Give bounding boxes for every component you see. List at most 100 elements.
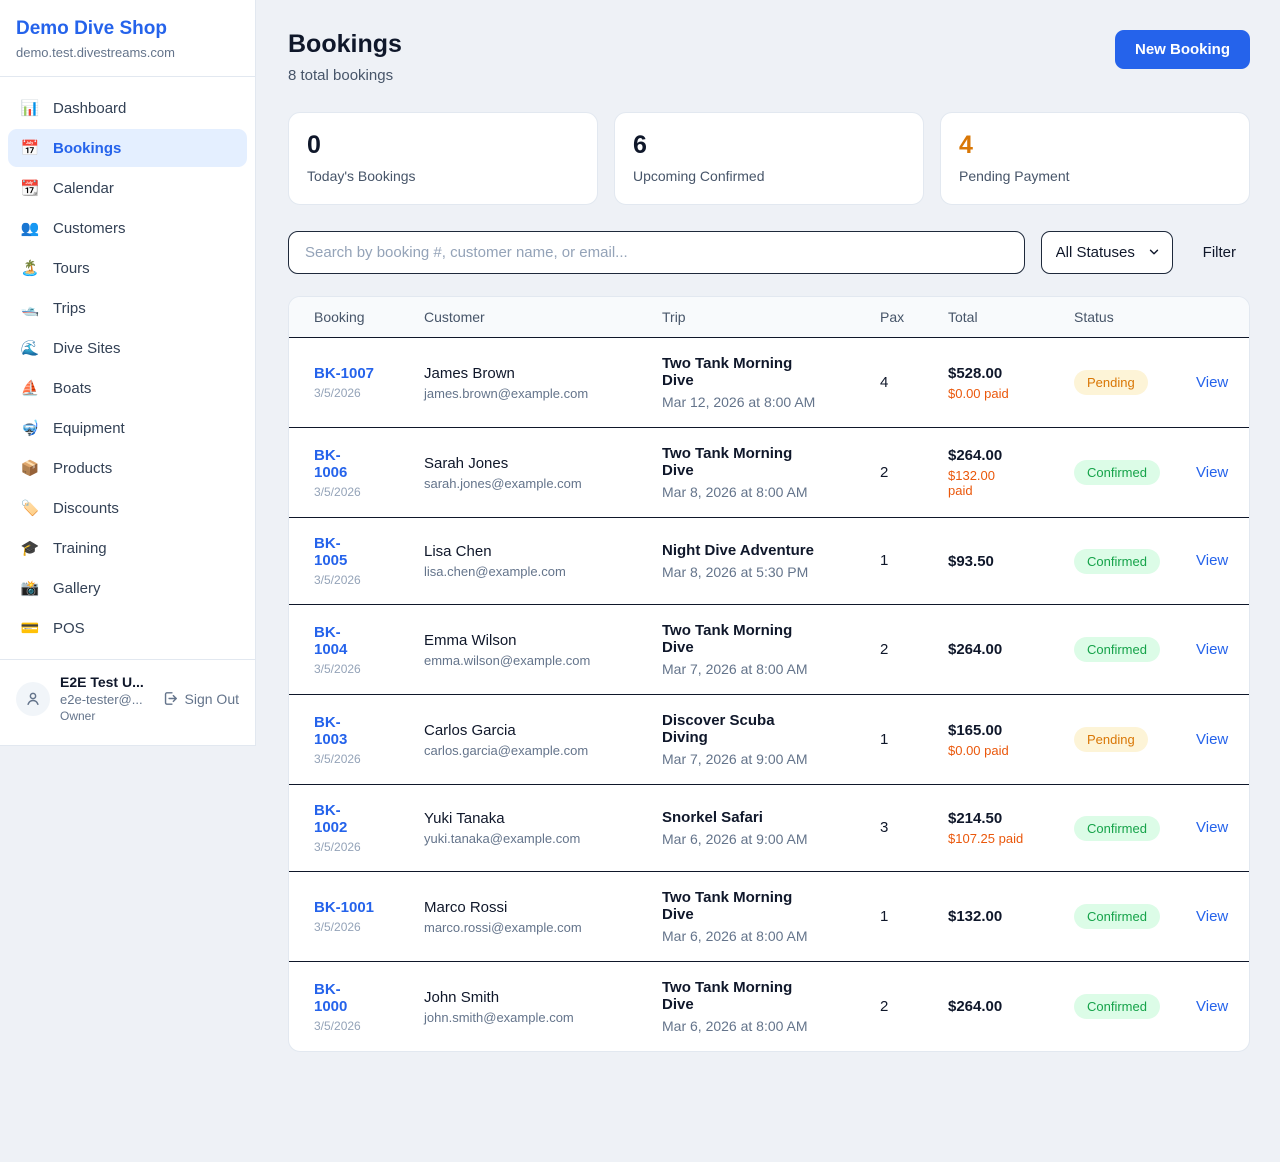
stat-value: 4 [959,131,973,159]
sidebar-item-tours[interactable]: 🏝️ Tours [8,249,247,287]
total-amount: $93.50 [948,552,994,570]
status-badge: Pending [1074,370,1148,395]
sidebar-item-pos[interactable]: 💳 POS [8,609,247,647]
sidebar-item-boats[interactable]: ⛵ Boats [8,369,247,407]
booking-link[interactable]: BK- 1006 [314,446,348,481]
trip-datetime: Mar 7, 2026 at 8:00 AM [662,661,808,677]
total-amount: $528.00 [948,364,1003,382]
view-link[interactable]: View [1196,907,1229,925]
total-amount: $264.00 [948,447,1003,464]
filter-row: All Statuses Filter [288,231,1250,274]
sidebar-nav: 📊 Dashboard 📅 Bookings 📆 Calendar 👥 Cust… [0,77,255,659]
status-badge: Pending [1074,727,1148,752]
trip-name: Two Tank Morning Dive [662,979,793,1013]
view-link[interactable]: View [1196,997,1229,1015]
booking-link[interactable]: BK- 1003 [314,713,348,748]
sidebar-item-label: Discounts [53,499,119,517]
customer-name: Emma Wilson [424,631,517,649]
total-amount: $264.00 [948,641,1003,658]
sidebar-item-dive-sites[interactable]: 🌊 Dive Sites [8,329,247,367]
sidebar-item-customers[interactable]: 👥 Customers [8,209,247,247]
booking-link[interactable]: BK- 1002 [314,802,348,836]
search-input[interactable] [288,231,1025,274]
people-icon: 👥 [20,220,40,237]
customer-email: james.brown@example.com [424,385,589,401]
filter-button[interactable]: Filter [1189,236,1250,269]
sidebar-item-equipment[interactable]: 🤿 Equipment [8,409,247,447]
pax-count: 4 [880,373,889,391]
column-header-customer: Customer [408,297,646,338]
trip-name: Night Dive Adventure [662,542,814,559]
trip-name: Two Tank Morning Dive [662,445,793,479]
user-email: e2e-tester@... [60,692,143,707]
customer-name: Lisa Chen [424,543,492,560]
sidebar-item-label: Equipment [53,419,125,437]
trip-name: Two Tank Morning Dive [662,889,793,923]
pax-count: 3 [880,819,889,836]
pax-count: 2 [880,463,889,481]
status-select[interactable]: All Statuses [1040,231,1173,274]
view-link[interactable]: View [1196,730,1229,748]
diving-mask-icon: 🤿 [20,420,40,437]
stat-value: 6 [633,131,647,159]
customer-email: yuki.tanaka@example.com [424,831,581,846]
sidebar-item-label: Trips [53,299,86,317]
booking-link[interactable]: BK- 1005 [314,535,348,569]
view-link[interactable]: View [1196,373,1229,391]
customer-email: carlos.garcia@example.com [424,742,589,758]
customer-name: John Smith [424,988,500,1006]
sidebar-item-label: Products [53,459,113,477]
sidebar-item-label: Bookings [53,139,122,157]
table-row: BK- 1006 3/5/2026 Sarah Jones sarah.jone… [289,427,1249,518]
graduation-cap-icon: 🎓 [20,540,40,557]
booking-link[interactable]: BK-1007 [314,365,375,382]
view-link[interactable]: View [1196,552,1229,569]
booking-date: 3/5/2026 [314,386,361,400]
sidebar-item-dashboard[interactable]: 📊 Dashboard [8,89,247,127]
sidebar-item-bookings[interactable]: 📅 Bookings [8,129,247,167]
shop-name: Demo Dive Shop [16,18,167,39]
booking-date: 3/5/2026 [314,661,361,676]
view-link[interactable]: View [1196,819,1229,836]
sidebar-item-trips[interactable]: 🛥️ Trips [8,289,247,327]
paid-amount: $0.00 paid [948,742,1009,758]
person-icon [27,692,39,705]
paid-amount: $107.25 paid [948,831,1024,846]
motorboat-icon: 🛥️ [20,300,40,317]
stat-label: Pending Payment [959,168,1070,184]
credit-card-icon: 💳 [20,620,40,637]
sidebar-item-calendar[interactable]: 📆 Calendar [8,169,247,207]
status-badge: Confirmed [1074,548,1160,574]
column-header-total: Total [932,297,1058,338]
sidebar: Demo Dive Shop demo.test.divestreams.com… [0,0,256,746]
booking-link[interactable]: BK-1001 [314,899,375,916]
page-title-block: Bookings 8 total bookings [288,30,402,84]
status-select-wrap: All Statuses [1040,231,1173,274]
booking-link[interactable]: BK- 1004 [314,623,348,658]
customer-name: Marco Rossi [424,898,508,916]
view-link[interactable]: View [1196,463,1229,481]
status-badge: Confirmed [1074,994,1160,1019]
total-bookings-count: 8 total bookings [288,67,394,84]
user-box: E2E Test U... e2e-tester@... Owner Sign … [0,659,255,745]
view-link[interactable]: View [1196,640,1229,658]
sidebar-item-products[interactable]: 📦 Products [8,449,247,487]
booking-link[interactable]: BK- 1000 [314,980,348,1015]
trip-datetime: Mar 8, 2026 at 5:30 PM [662,564,809,580]
sidebar-item-label: Tours [53,259,90,277]
customer-name: Yuki Tanaka [424,810,505,827]
table-row: BK- 1002 3/5/2026 Yuki Tanaka yuki.tanak… [289,784,1249,872]
new-booking-button[interactable]: New Booking [1114,30,1250,69]
table-header-row: Booking Customer Trip Pax Total Status [289,297,1249,338]
tag-icon: 🏷️ [20,500,40,517]
sign-out-button[interactable]: Sign Out [162,690,239,707]
island-icon: 🏝️ [20,260,40,277]
sidebar-item-training[interactable]: 🎓 Training [8,529,247,567]
stat-card-upcoming-confirmed: 6 Upcoming Confirmed [614,112,924,205]
camera-icon: 📸 [20,580,40,597]
sidebar-item-discounts[interactable]: 🏷️ Discounts [8,489,247,527]
booking-date: 3/5/2026 [314,920,361,934]
calendar-number-icon: 📅 [20,140,40,157]
stat-label: Today's Bookings [307,168,416,184]
sidebar-item-gallery[interactable]: 📸 Gallery [8,569,247,607]
